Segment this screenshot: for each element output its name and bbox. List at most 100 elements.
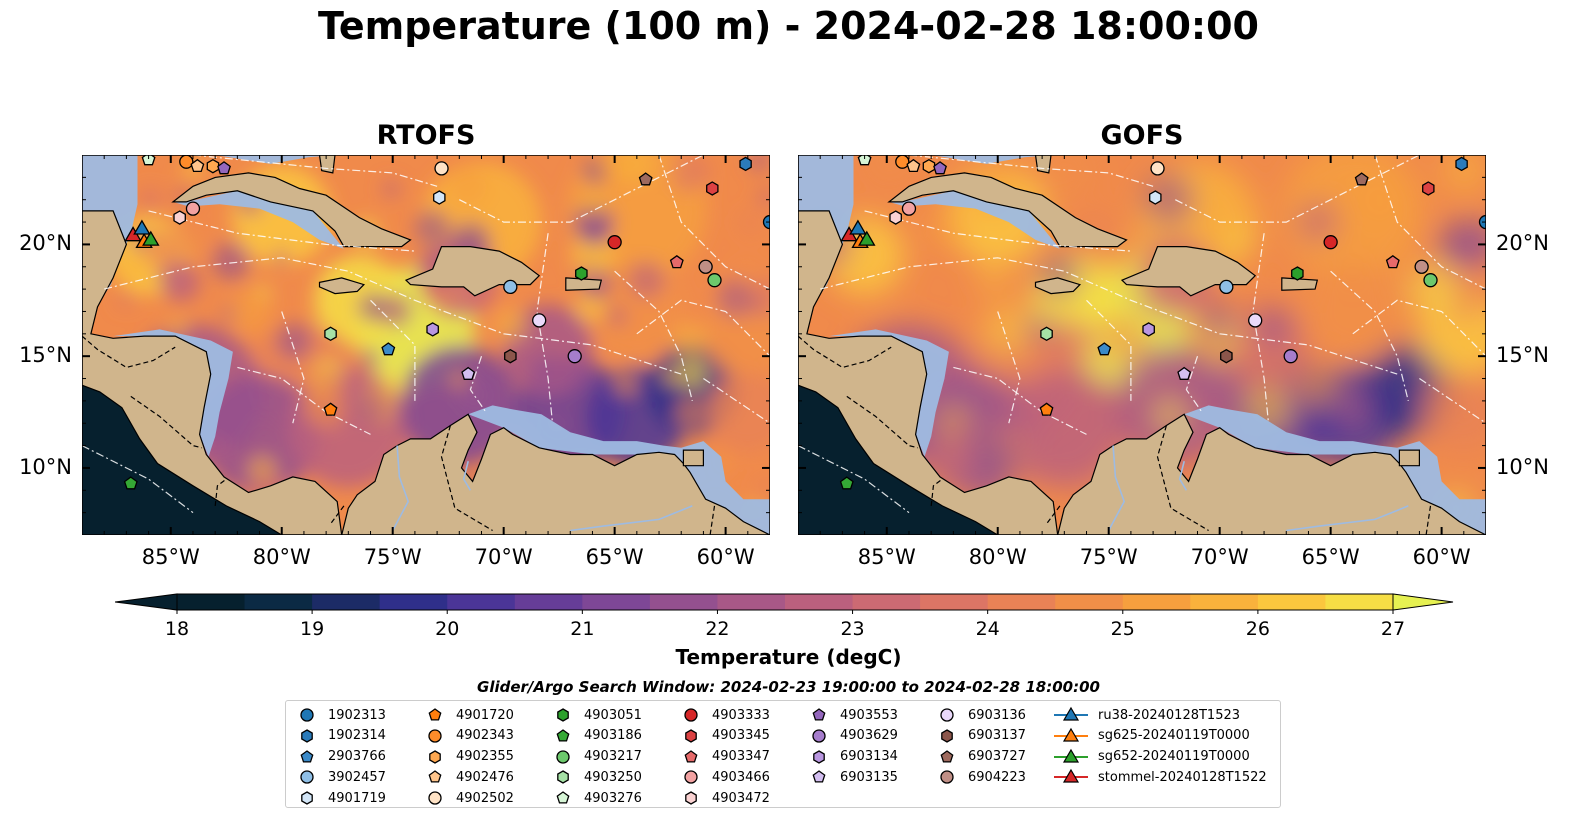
colorbar-segment [920, 594, 989, 610]
eez-boundary [459, 155, 704, 223]
colorbar-tick-label: 26 [1245, 618, 1270, 640]
colorbar-extend-max [1392, 593, 1454, 611]
legend-marker [428, 770, 442, 783]
legend-marker [556, 791, 570, 804]
legend-item: ru38-20240128T1523 [1054, 705, 1240, 725]
lon-tick-label: 80°W [252, 545, 311, 569]
eez-boundary [658, 155, 770, 290]
float-4901720 [1039, 402, 1054, 416]
eez-boundary [1185, 356, 1203, 413]
legend-item: 4902343 [424, 726, 514, 746]
legend-label: 4903347 [712, 749, 770, 765]
lat-tick-label: 20°N [1496, 231, 1549, 256]
legend-label: 6903135 [840, 769, 898, 785]
eez-boundary [820, 257, 1398, 375]
float-4903217 [1423, 273, 1438, 288]
legend-item: stommel-20240128T1522 [1054, 767, 1267, 787]
legend-marker [684, 749, 698, 763]
legend-label: 6903137 [968, 728, 1026, 744]
legend-label: 4903250 [584, 769, 642, 785]
legend-item: sg652-20240119T0000 [1054, 747, 1250, 767]
float-4903345 [706, 181, 719, 196]
legend-label: 4901719 [328, 790, 386, 806]
float-4903250 [1040, 326, 1053, 342]
figure-title: Temperature (100 m) - 2024-02-28 18:00:0… [317, 4, 1259, 48]
country-border [330, 505, 345, 525]
float-6903134 [1142, 322, 1155, 337]
country-border [440, 425, 493, 532]
legend-item: 6903727 [936, 747, 1026, 767]
colorbar-segment [649, 594, 718, 610]
float-4902502 [434, 161, 449, 176]
legend-item: 2903766 [296, 747, 386, 767]
legend-marker-icon [812, 729, 826, 743]
eez-boundary [614, 270, 693, 402]
legend-label: 4903276 [584, 790, 642, 806]
colorbar-tick-label: 18 [164, 618, 190, 640]
legend-item: 4901719 [296, 788, 386, 808]
legend-item: 4902355 [424, 747, 514, 767]
float-6903135 [461, 366, 476, 380]
colorbar-label: Temperature (degC) [675, 645, 902, 669]
legend-marker [300, 749, 314, 763]
lon-tick-label: 60°W [1412, 545, 1471, 569]
float-4903553 [217, 161, 231, 175]
legend-label: 6903727 [968, 749, 1026, 765]
country-border [1156, 425, 1209, 532]
legend-marker-icon [1054, 769, 1088, 783]
float-4901719 [1149, 190, 1162, 205]
legend-marker-icon [940, 770, 954, 785]
float-6903136 [1248, 313, 1263, 328]
colorbar-segment [379, 594, 448, 610]
float-4902476 [190, 158, 205, 173]
float-2903766 [381, 342, 396, 356]
colorbar-segment [582, 594, 651, 610]
legend-label: 4903051 [584, 707, 642, 723]
legend-marker [301, 729, 313, 743]
legend-item: 4903051 [552, 705, 642, 725]
lat-tick-label: 10°N [19, 454, 72, 479]
legend-item: 4902502 [424, 788, 514, 808]
float-6903137 [504, 348, 517, 364]
legend-marker [428, 791, 442, 805]
colorbar-tick-label: 19 [300, 618, 325, 640]
colorbar-tick-label: 21 [570, 618, 595, 640]
lon-tick-label: 65°W [585, 545, 644, 569]
legend-label: 1902313 [328, 707, 386, 723]
eez-boundary [864, 210, 1131, 252]
legend-marker [812, 770, 826, 783]
legend-label: ru38-20240128T1523 [1098, 707, 1241, 723]
colorbar-segment [312, 594, 381, 610]
land-southAmerica [341, 413, 770, 535]
colorbar-segment [987, 594, 1056, 610]
float-4903333 [607, 235, 622, 250]
float-4903276 [857, 155, 872, 166]
river [1178, 461, 1188, 491]
eez-boundary [104, 257, 682, 375]
eez-boundary [536, 233, 554, 424]
float-4902343 [895, 155, 910, 169]
eez-boundary [636, 299, 770, 357]
eez-boundary [281, 311, 305, 424]
legend-item: 4903217 [552, 747, 642, 767]
legend-marker-icon [300, 749, 314, 763]
float-4903250 [324, 326, 337, 342]
legend-marker-icon [1054, 727, 1088, 742]
lon-tick-label: 70°W [1190, 545, 1249, 569]
legend-marker [813, 749, 825, 764]
float-2903766 [1097, 342, 1112, 356]
river [570, 505, 693, 532]
float-4903347 [1385, 254, 1400, 269]
eez-boundary [237, 366, 371, 435]
land-jamaica [1034, 277, 1082, 295]
shelf-area [889, 190, 1060, 249]
legend-item: sg625-20240119T0000 [1054, 726, 1250, 746]
float-4903051 [1291, 266, 1304, 281]
land-puertoRico [565, 277, 603, 291]
legend-marker [428, 729, 442, 743]
land-andros [318, 155, 336, 174]
float-4902355 [922, 158, 936, 174]
lon-tick-label: 70°W [474, 545, 533, 569]
colorbar-segment [785, 594, 854, 610]
float-4903217 [707, 273, 722, 288]
